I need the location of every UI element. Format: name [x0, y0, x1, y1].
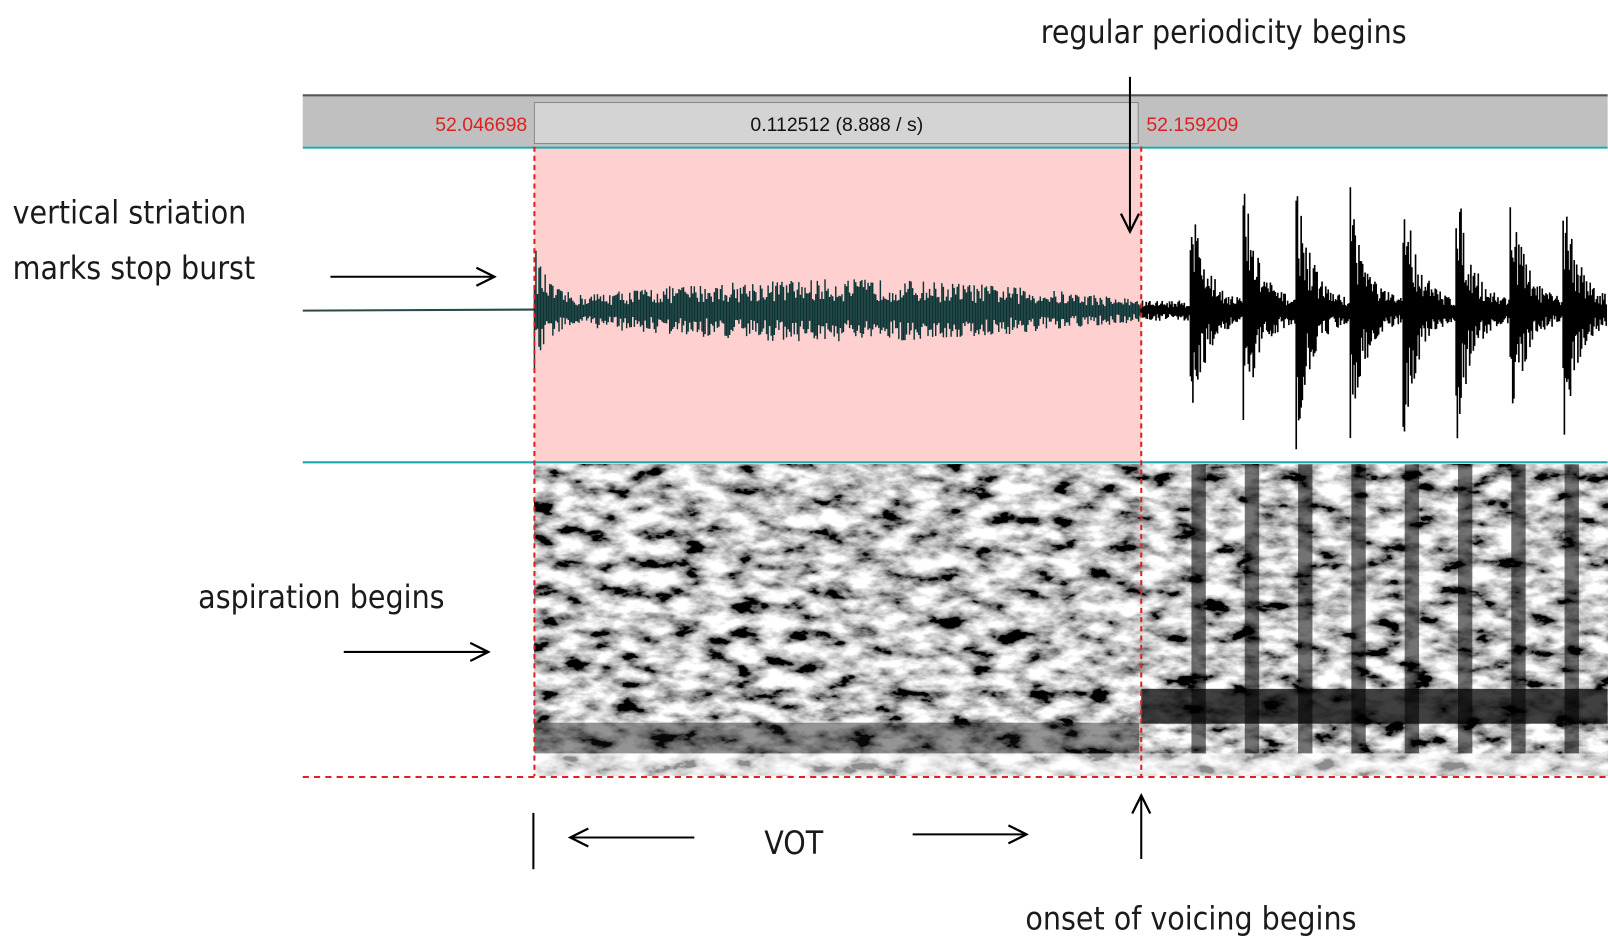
selection-duration: 0.112512 (8.888 / s) [750, 114, 923, 136]
glottal-band [1511, 464, 1526, 754]
glottal-band [1244, 464, 1260, 754]
end-time: 52.159209 [1146, 114, 1238, 136]
annotation: onset of voicing begins [1025, 902, 1356, 938]
glottal-band [1351, 464, 1366, 754]
glottal-band [1404, 464, 1420, 754]
glottal-band [1298, 464, 1313, 754]
start-time: 52.046698 [435, 114, 527, 136]
waveform-silence [302, 308, 535, 312]
annotation: VOT [764, 826, 823, 862]
annotation: aspiration begins [198, 580, 444, 616]
spectrogram [534, 464, 1608, 776]
glottal-band [1564, 464, 1579, 754]
glottal-band [1457, 464, 1473, 754]
waveform-aspiration [533, 250, 1141, 372]
glottal-band [1191, 464, 1206, 754]
annotation: regular periodicity begins [1041, 15, 1407, 51]
waveform-voicing [1140, 187, 1608, 450]
annotation: marks stop burst [13, 251, 256, 287]
selection-box[interactable] [533, 101, 1139, 145]
annotation: vertical striation [13, 195, 247, 231]
